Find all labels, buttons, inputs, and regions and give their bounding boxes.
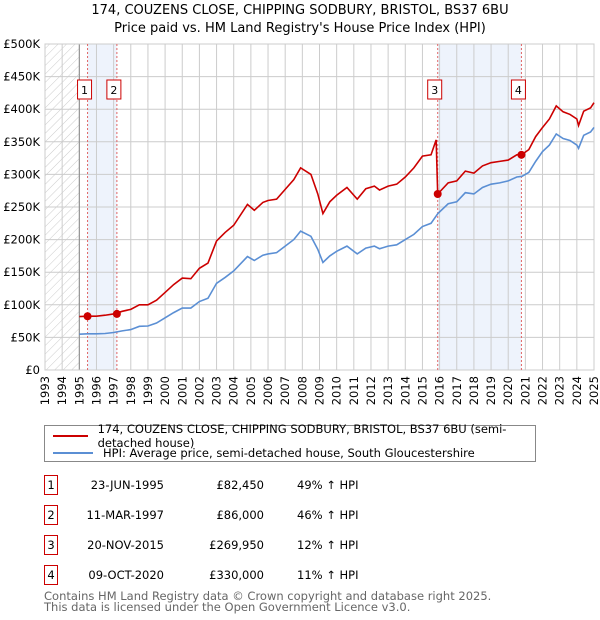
blue-line-swatch [53,452,93,454]
x-tick-label: 2015 [415,376,429,405]
transaction-number: 2 [44,505,58,525]
x-tick-label: 2023 [553,376,567,405]
property-series-line [79,102,595,318]
transaction-hpi-change: 11% ↑ HPI [297,568,359,582]
x-tick-label: 1999 [141,376,155,405]
y-tick-label: £350K [3,135,40,149]
sale-point [517,150,526,159]
x-tick-label: 2019 [484,376,498,405]
x-tick-label: 1995 [72,376,86,405]
sale-label: 4 [515,84,522,97]
x-tick-label: 2005 [244,376,258,405]
x-tick-label: 1993 [38,376,52,405]
x-tick-label: 2017 [450,376,464,405]
sale-label-box [106,79,122,100]
transaction-price: £82,450 [216,478,264,492]
x-tick-label: 1994 [55,376,69,405]
x-tick-label: 2025 [587,376,600,405]
y-tick-label: £500K [3,37,40,51]
transaction-number: 3 [44,535,58,555]
legend-item-property: 174, COUZENS CLOSE, CHIPPING SODBURY, BR… [53,422,535,450]
transaction-row: 4 09-OCT-2020 £330,000 11% ↑ HPI [44,565,444,585]
transaction-date: 09-OCT-2020 [88,568,164,582]
x-tick-label: 1998 [124,376,138,405]
x-tick-label: 2000 [158,376,172,405]
y-tick-label: £400K [3,102,40,116]
x-tick-label: 2013 [381,376,395,405]
red-line-swatch [53,435,88,437]
y-tick-label: £0 [25,363,40,377]
sale-label: 3 [431,84,438,97]
transaction-number: 1 [44,475,58,495]
x-tick-label: 2008 [295,376,309,405]
footer-copyright: Contains HM Land Registry data © Crown c… [44,589,492,603]
y-tick-label: £450K [3,70,40,84]
transaction-hpi-change: 49% ↑ HPI [297,478,359,492]
transaction-row: 1 23-JUN-1995 £82,450 49% ↑ HPI [44,475,444,495]
x-tick-label: 2012 [364,376,378,405]
transaction-date: 11-MAR-1997 [86,508,164,522]
x-tick-label: 2003 [210,376,224,405]
sale-label-box [510,79,526,100]
transaction-row: 2 11-MAR-1997 £86,000 46% ↑ HPI [44,505,444,525]
x-tick-label: 2022 [536,376,550,405]
transaction-price: £269,950 [209,538,264,552]
x-tick-label: 2001 [175,376,189,405]
transaction-number: 4 [44,565,58,585]
y-tick-label: £250K [3,200,40,214]
sale-label: 2 [110,84,117,97]
x-tick-label: 2018 [467,376,481,405]
chart-subtitle: Price paid vs. HM Land Registry's House … [114,21,486,36]
x-tick-label: 2009 [313,376,327,405]
x-tick-label: 2024 [570,376,584,405]
x-tick-label: 1996 [89,376,103,405]
x-tick-label: 2004 [227,376,241,405]
transaction-date: 23-JUN-1995 [90,478,164,492]
legend: 174, COUZENS CLOSE, CHIPPING SODBURY, BR… [44,422,536,462]
x-tick-label: 2007 [278,376,292,405]
plot-border [44,43,595,371]
price-chart: 1 2 3 4 1993 1994 1995 1996 1997 1998 1999 2000 2001… [3,37,600,405]
x-tick-label: 2020 [501,376,515,405]
x-tick-label: 2014 [398,376,412,405]
sale-label: 1 [81,84,88,97]
sale-label-box [77,79,93,100]
y-tick-label: £100K [3,298,40,312]
x-tick-label: 2006 [261,376,275,405]
y-tick-label: £200K [3,233,40,247]
transaction-hpi-change: 12% ↑ HPI [297,538,359,552]
transaction-hpi-change: 46% ↑ HPI [297,508,359,522]
x-tick-label: 2016 [433,376,447,405]
sale-point [83,312,92,321]
transaction-date: 20-NOV-2015 [87,538,164,552]
y-tick-label: £150K [3,265,40,279]
transaction-row: 3 20-NOV-2015 £269,950 12% ↑ HPI [44,535,444,555]
transaction-price: £330,000 [209,568,264,582]
footer-licence: This data is licensed under the Open Gov… [44,600,411,614]
hpi-series-line [79,126,595,335]
transaction-price: £86,000 [216,508,264,522]
x-tick-label: 1997 [107,376,121,405]
y-tick-label: £50K [11,330,41,344]
x-tick-label: 2010 [330,376,344,405]
sale-point [433,189,442,198]
legend-label: HPI: Average price, semi-detached house,… [103,446,475,460]
legend-item-hpi: HPI: Average price, semi-detached house,… [53,445,475,461]
sale-point [112,309,121,318]
sale-label-box [427,79,443,100]
x-tick-label: 2002 [192,376,206,405]
x-tick-label: 2021 [518,376,532,405]
legend-label: 174, COUZENS CLOSE, CHIPPING SODBURY, BR… [97,422,507,450]
x-tick-label: 2011 [347,376,361,405]
y-tick-label: £300K [3,167,40,181]
chart-title: 174, COUZENS CLOSE, CHIPPING SODBURY, BR… [91,3,509,18]
